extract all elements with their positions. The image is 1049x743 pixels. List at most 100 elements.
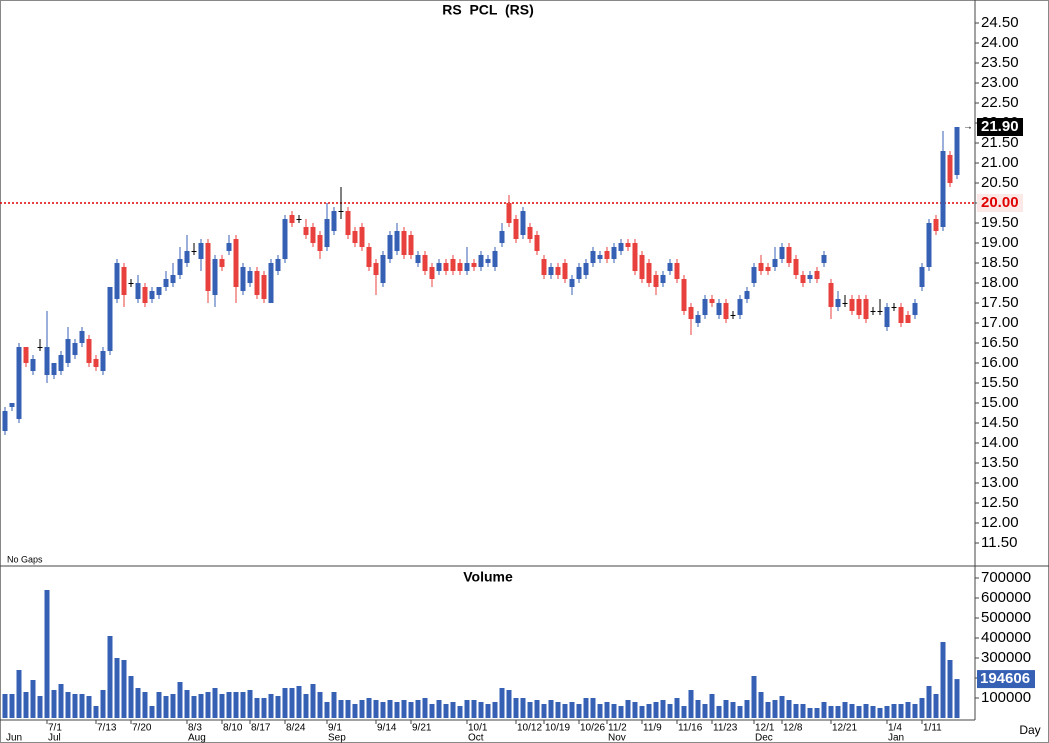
volume-bar xyxy=(205,692,211,718)
volume-title: Volume xyxy=(463,569,513,585)
month-label: Jan xyxy=(888,733,904,743)
candle-body xyxy=(870,311,876,312)
candle-body xyxy=(2,411,8,431)
x-tick-label: 11/16 xyxy=(678,723,703,734)
x-tick-label: 9/21 xyxy=(412,723,432,734)
candle-body xyxy=(415,255,421,263)
volume-bar xyxy=(408,702,414,718)
candle-body xyxy=(254,271,260,295)
volume-bar xyxy=(800,704,806,718)
volume-bar xyxy=(163,696,169,718)
volume-bar xyxy=(583,698,589,718)
candle-body xyxy=(905,315,911,323)
x-tick-label: 11/9 xyxy=(643,723,662,734)
candle-body xyxy=(660,275,666,283)
volume-bar xyxy=(268,694,274,718)
volume-bar xyxy=(2,694,8,718)
y-tick-label: 100000 xyxy=(981,689,1031,706)
reference-label-bg xyxy=(977,194,1023,212)
candle-body xyxy=(331,211,337,231)
y-tick-label: 18.00 xyxy=(981,274,1019,291)
volume-bar xyxy=(149,706,155,718)
volume-bar xyxy=(170,694,176,718)
candle-body xyxy=(212,259,218,295)
volume-bar xyxy=(219,694,225,718)
volume-bar xyxy=(212,688,218,718)
x-tick-label: 8/17 xyxy=(251,723,271,734)
candle-body xyxy=(632,243,638,271)
volume-bar xyxy=(394,702,400,718)
y-tick-label: 20.50 xyxy=(981,174,1019,191)
candle-body xyxy=(800,275,806,283)
volume-bar xyxy=(282,688,288,718)
volume-bar xyxy=(716,706,722,718)
volume-bar xyxy=(667,704,673,718)
candle-body xyxy=(464,263,470,271)
volume-bar xyxy=(730,702,736,718)
volume-bar xyxy=(534,700,540,718)
y-tick-label: 700000 xyxy=(981,569,1031,586)
x-tick-label: 8/3 xyxy=(188,723,202,734)
volume-bar xyxy=(926,686,932,718)
volume-bar xyxy=(744,700,750,718)
volume-bar xyxy=(793,704,799,718)
candle-body xyxy=(100,351,106,371)
volume-bar xyxy=(842,702,848,718)
x-tick-label: 10/12 xyxy=(517,723,542,734)
volume-bar xyxy=(828,706,834,718)
candle-body xyxy=(121,267,127,295)
y-tick-label: 18.50 xyxy=(981,254,1019,271)
candle-body xyxy=(240,267,246,291)
candle-body xyxy=(723,303,729,319)
month-label: Oct xyxy=(468,733,484,743)
candle-body xyxy=(485,259,491,263)
month-label: Dec xyxy=(755,733,773,743)
x-tick-label: 12/1 xyxy=(755,723,775,734)
candle-body xyxy=(93,359,99,367)
candle-body xyxy=(163,279,169,287)
x-tick-label: 9/1 xyxy=(328,723,342,734)
candle-body xyxy=(177,259,183,275)
y-tick-label: 15.00 xyxy=(981,394,1019,411)
candle-body xyxy=(534,235,540,251)
volume-bar xyxy=(835,706,841,718)
candle-body xyxy=(72,343,78,355)
volume-bar xyxy=(849,704,855,718)
candle-body xyxy=(23,347,29,363)
volume-bar xyxy=(688,690,694,718)
volume-bar xyxy=(352,704,358,718)
volume-bar xyxy=(919,698,925,718)
volume-bar xyxy=(142,692,148,718)
volume-bar xyxy=(653,702,659,718)
x-tick-label: 7/13 xyxy=(97,723,117,734)
candle-body xyxy=(541,259,547,275)
candle-body xyxy=(646,263,652,283)
x-tick-label: 8/24 xyxy=(286,723,306,734)
volume-bar xyxy=(72,694,78,718)
volume-bar xyxy=(436,700,442,718)
candle-body xyxy=(30,359,36,371)
volume-bar xyxy=(422,698,428,718)
candle-body xyxy=(842,303,848,304)
candle-body xyxy=(583,263,589,275)
candle-body xyxy=(562,263,568,279)
volume-bar xyxy=(240,692,246,718)
volume-bar xyxy=(912,704,918,718)
x-tick-label: 12/8 xyxy=(783,723,803,734)
volume-bar xyxy=(807,708,813,718)
y-tick-label: 17.50 xyxy=(981,294,1019,311)
volume-bar xyxy=(576,704,582,718)
candle-body xyxy=(324,219,330,247)
volume-bar xyxy=(254,698,260,718)
volume-bar xyxy=(891,704,897,718)
candle-body xyxy=(667,263,673,271)
candle-body xyxy=(912,303,918,315)
volume-bar xyxy=(289,688,295,718)
candle-body xyxy=(513,219,519,239)
volume-bar xyxy=(233,692,239,718)
volume-bar xyxy=(366,698,372,718)
volume-bar xyxy=(156,692,162,718)
x-tick-label: 7/20 xyxy=(132,723,152,734)
candle-body xyxy=(807,275,813,279)
volume-bar xyxy=(884,706,890,718)
